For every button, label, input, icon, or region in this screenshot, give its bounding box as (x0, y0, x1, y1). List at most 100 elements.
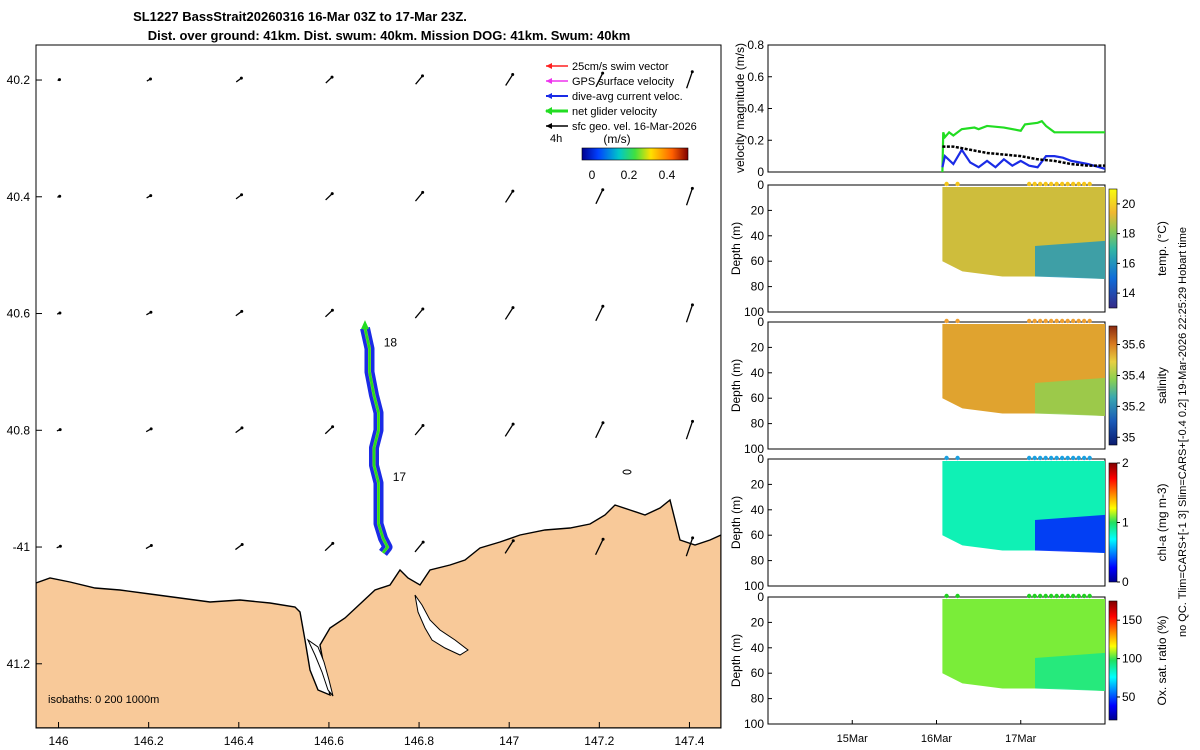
surface-dot (1059, 455, 1065, 461)
surface-dot (1087, 181, 1092, 187)
day-label: 18 (384, 336, 398, 350)
geo-vector-head (511, 539, 515, 543)
map-ytick-label: 41.2 (7, 657, 31, 671)
estuary (414, 594, 469, 656)
geo-vector-head (239, 76, 243, 80)
surface-dot (1054, 181, 1059, 187)
geo-vector (686, 71, 693, 89)
geo-vector-head (330, 308, 334, 312)
legend-item-geo: sfc geo. vel. 16-Mar-2026 (546, 121, 697, 133)
surface-dot (955, 593, 960, 599)
surface-dot (944, 455, 949, 461)
surface-dot (1065, 593, 1070, 599)
surface-dot (1070, 593, 1076, 599)
geo-vector-head (421, 190, 425, 194)
geo-vector-head (331, 541, 335, 545)
geo-vector-head (690, 70, 694, 74)
map-xtick-label: 146.2 (134, 734, 164, 748)
map-xtick-label: 147.4 (674, 734, 704, 748)
legend-label-geo: sfc geo. vel. 16-Mar-2026 (572, 121, 697, 133)
surface-dot (1059, 593, 1065, 599)
geo-vector (504, 190, 514, 203)
legend-item-gps: GPS surface velocity (546, 76, 675, 88)
geo-vector-head (331, 425, 335, 429)
surface-dot (1037, 455, 1043, 461)
surface-dot (1026, 318, 1032, 324)
surface-dot (1076, 455, 1081, 461)
surface-dot (1032, 318, 1037, 324)
geo-vector (325, 193, 333, 201)
map-ytick-label: -41 (13, 540, 31, 554)
legend-item-current: dive-avg current veloc. (546, 91, 683, 103)
geo-vector-head (691, 419, 695, 423)
surface-geo-vectors (56, 70, 695, 557)
section-ytick-label: 80 (751, 692, 765, 706)
colorbar-label: salinity (1155, 367, 1169, 404)
section-ytick-label: 40 (751, 366, 765, 380)
surface-dot (955, 455, 960, 461)
velocity-line (942, 145, 1105, 167)
section-ytick-label: 60 (751, 666, 765, 680)
surface-dot (1081, 593, 1087, 599)
surface-dot (1037, 181, 1043, 187)
geo-vector-head (149, 194, 153, 198)
colorbar-tick-label: 100 (1122, 652, 1142, 666)
geo-vector-head (240, 426, 244, 430)
legend-item-swim: 25cm/s swim vector (546, 61, 669, 73)
geo-vector-head (58, 544, 62, 548)
section-colorbar (1108, 188, 1118, 309)
geo-vector-head (421, 424, 425, 428)
section-anomaly (1035, 514, 1105, 553)
geo-vector-head (240, 193, 244, 197)
geo-vector-head (601, 304, 605, 308)
geo-vector-head (601, 188, 605, 192)
colorbar-label: Ox. sat. ratio (%) (1155, 615, 1169, 705)
map-xtick-label: 146.4 (224, 734, 254, 748)
section-ytick-label: 80 (751, 554, 765, 568)
surface-dot (1043, 593, 1048, 599)
geo-vector-head (149, 543, 153, 547)
section-colorbar (1108, 462, 1118, 583)
surface-dot (1026, 455, 1032, 461)
geo-vector (324, 542, 334, 552)
section-ytick-label: 20 (751, 340, 765, 354)
map-x-ticks: 146 146.2 146.4 146.6 146.8 147 147.2 147.4 (49, 722, 705, 748)
surface-dot (1048, 181, 1054, 187)
surface-dot (1043, 181, 1048, 187)
geo-vector-head (601, 537, 605, 541)
surface-dot (1026, 181, 1032, 187)
legend-item-net: net glider velocity (545, 106, 657, 118)
geo-vector-head (58, 428, 62, 432)
section-colorbar (1108, 325, 1118, 446)
map-xtick-label: 146 (49, 734, 69, 748)
section-ylabel: Depth (m) (729, 634, 743, 687)
colorbar-tick-label: 35.4 (1122, 368, 1146, 382)
velocity-line (941, 119, 1105, 173)
geo-vector (325, 309, 333, 318)
section-ytick-label: 40 (751, 229, 765, 243)
section-ytick-label: 0 (757, 590, 764, 604)
colorbar-tick-label: 0 (1122, 575, 1129, 589)
geo-vector (595, 189, 604, 205)
colorbar-tick-label: 35.2 (1122, 399, 1146, 413)
map-xtick-label: 146.6 (314, 734, 344, 748)
map-xtick-label: 147.2 (584, 734, 614, 748)
processing-note: no QC. Tlim=CARS+[-1 3] Slim=CARS+[-0.4 … (1177, 227, 1189, 637)
section-ytick-label: 100 (744, 579, 764, 593)
islet (622, 469, 632, 475)
section-ylabel: Depth (m) (729, 222, 743, 275)
velocity-y-ticks: 0 0.2 0.4 0.6 0.8 (747, 38, 772, 179)
geo-vector (415, 75, 424, 85)
surface-dot (1070, 181, 1076, 187)
surface-dot (1048, 318, 1054, 324)
colorbar-tick-label: 2 (1122, 456, 1129, 470)
velocity-ytick-label: 0 (757, 165, 764, 179)
geo-vector (504, 307, 514, 320)
section-ytick-label: 0 (757, 452, 764, 466)
colorbar-label: temp. (°C) (1155, 221, 1169, 276)
time-x-ticks: 15Mar 16Mar 17Mar (837, 720, 1037, 745)
section-anomaly (1035, 240, 1105, 279)
